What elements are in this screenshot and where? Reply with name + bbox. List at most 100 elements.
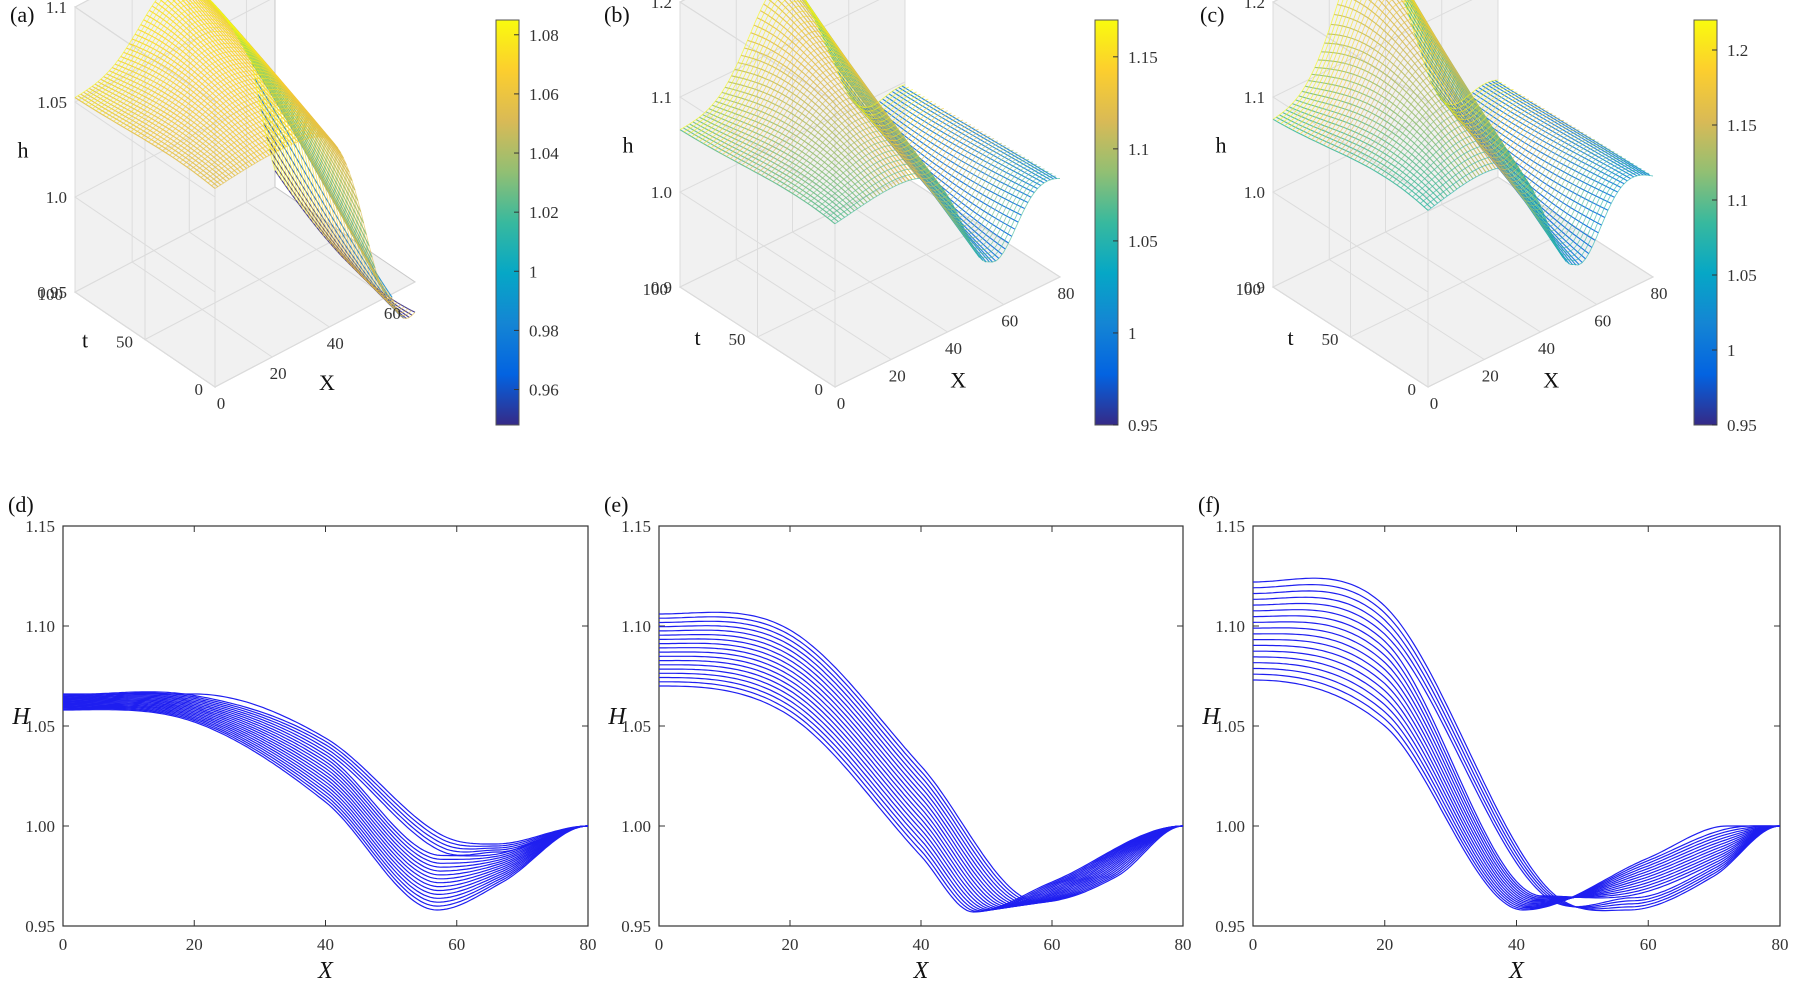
surface-line	[78, 0, 279, 176]
z-tick-label: 0.9	[1244, 278, 1265, 297]
colorbar-tick-label: 1.2	[1727, 41, 1748, 60]
surface-line	[106, 18, 307, 215]
surface-line	[1342, 41, 1568, 175]
colorbar	[1693, 19, 1718, 426]
series-line	[659, 659, 1184, 910]
series-line	[1253, 644, 1781, 904]
series-line	[659, 629, 1184, 905]
series-line	[659, 625, 1184, 905]
surface-line	[120, 34, 321, 233]
surface-line	[130, 46, 332, 245]
surface-line	[1276, 0, 1502, 122]
y-tick-label: 1.05	[25, 717, 55, 736]
surface-line	[1350, 53, 1576, 182]
series-line	[659, 616, 1184, 904]
surface-line	[99, 10, 300, 206]
t-gridline	[679, 2, 906, 288]
z-tick-label: 1.1	[46, 0, 67, 17]
series-line	[63, 702, 589, 884]
series-line	[63, 708, 589, 907]
surface-line	[679, 129, 836, 225]
colorbar-tick-label: 1	[529, 262, 538, 281]
surface-line	[1303, 0, 1530, 137]
surface-line	[137, 54, 339, 253]
x-tick-label: 60	[1044, 935, 1061, 954]
surface-line	[1323, 12, 1549, 155]
surface-line	[1396, 122, 1623, 232]
surface-line	[95, 6, 297, 201]
panel-label: (d)	[8, 492, 34, 517]
surface-line	[1299, 0, 1526, 135]
z-tick-label: 1.2	[651, 0, 672, 12]
t-gridline	[214, 102, 416, 388]
series-line	[1253, 577, 1781, 912]
x-tick-label: 60	[384, 304, 401, 323]
surface-line	[691, 0, 917, 137]
surface-line	[134, 50, 335, 249]
y-axis-label: H	[11, 704, 31, 730]
surface-line	[1280, 0, 1506, 124]
y-tick-label: 0.95	[25, 917, 55, 936]
series-line	[659, 668, 1184, 911]
t-tick-label: 100	[38, 285, 64, 304]
t-axis-label: t	[1287, 325, 1293, 350]
line-panel-f: 0 20 40 60 80 0.95 1.00 1.05 1.10 1.15 X H (f)	[1198, 492, 1789, 984]
y-tick-label: 1.10	[1215, 617, 1245, 636]
x-tick-label: 0	[1249, 935, 1258, 954]
surface-mesh	[74, 0, 416, 319]
surface-line	[151, 70, 353, 267]
series-line	[659, 638, 1184, 907]
series-line	[63, 695, 589, 857]
surface-line	[186, 107, 388, 297]
surface-line	[1330, 24, 1557, 163]
surface-line	[1319, 6, 1545, 151]
x-tick-label: 60	[1001, 312, 1018, 331]
series-line	[659, 642, 1184, 907]
colorbar-tick-label: 1.04	[529, 144, 559, 163]
surface-line	[116, 30, 318, 228]
surface-line	[81, 0, 283, 181]
surface-line	[74, 0, 276, 171]
series-line	[1252, 621, 1781, 899]
x-tick-label: 20	[889, 367, 906, 386]
surface-line	[141, 58, 342, 257]
surface-line	[1373, 87, 1599, 207]
y-tick-label: 1.05	[621, 717, 651, 736]
series-line	[1253, 627, 1781, 900]
colorbar-tick-label: 1.08	[529, 26, 559, 45]
series-line	[659, 681, 1184, 913]
surface-line	[127, 42, 328, 241]
x-tick-label: 20	[270, 364, 287, 383]
plot-frame	[658, 525, 1184, 927]
series-line	[63, 700, 589, 876]
series-line	[1253, 590, 1781, 909]
series-line	[659, 620, 1184, 904]
line-panel-d: 0 20 40 60 80 0.95 1.00 1.05 1.10 1.15 X H (d)	[8, 492, 597, 984]
x-tick-label: 20	[186, 935, 203, 954]
surface-line	[1423, 161, 1650, 262]
series-line	[659, 672, 1184, 911]
x-tick-label: 0	[1430, 394, 1439, 413]
y-tick-label: 1.00	[1215, 817, 1245, 836]
surface-line	[1326, 18, 1553, 159]
series-line	[659, 647, 1184, 908]
surface-line	[88, 0, 290, 191]
surface-line	[92, 2, 293, 196]
surface-line	[1357, 64, 1584, 191]
surface-line	[1361, 70, 1588, 195]
surface-line	[1408, 139, 1634, 244]
colorbar	[495, 19, 520, 426]
series-line	[63, 699, 589, 872]
colorbar-tick-label: 1.15	[1727, 116, 1757, 135]
x-axis-label: X	[950, 368, 966, 393]
x-tick-label: 80	[580, 935, 597, 954]
x-axis-label: X	[1508, 958, 1525, 984]
surface-line	[1388, 110, 1615, 223]
x-tick-label: 20	[1376, 935, 1393, 954]
colorbar-tick-label: 1.05	[1727, 266, 1757, 285]
surface-line	[1311, 0, 1537, 143]
series-line	[1253, 662, 1780, 908]
surface-line	[155, 74, 356, 271]
x-tick-label: 80	[1651, 284, 1668, 303]
